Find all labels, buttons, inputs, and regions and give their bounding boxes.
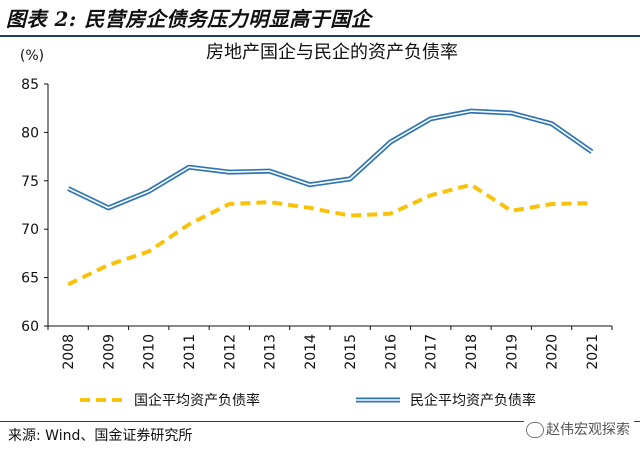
chart-title: 房地产国企与民企的资产负债率 [206, 42, 458, 63]
y-tick-label: 85 [21, 77, 39, 93]
series-line-private [67, 108, 594, 211]
x-axis-ticks: 2008 2009 2010 2011 2012 2013 2014 2015 2016 2017… [47, 326, 613, 370]
series-line-soe [67, 182, 592, 287]
x-tick-label: 2008 [61, 334, 77, 370]
x-tick-label: 2011 [182, 334, 198, 370]
footer-rule [0, 421, 640, 422]
x-tick-label: 2020 [545, 334, 561, 370]
y-tick-label: 75 [21, 174, 39, 190]
x-tick-label: 2012 [222, 334, 238, 370]
x-tick-label: 2021 [585, 334, 601, 370]
legend-label-private: 民企平均资产负债率 [410, 392, 536, 409]
y-axis-unit-label: (%) [20, 48, 44, 64]
y-tick-label: 80 [21, 125, 39, 141]
series-line-private-inner [67, 110, 593, 209]
line-chart: 房地产国企与民企的资产负债率 (%) 60 65 70 75 80 85 2008 2009… [20, 42, 613, 409]
legend-label-soe: 国企平均资产负债率 [134, 392, 260, 409]
legend: 国企平均资产负债率 民企平均资产负债率 [80, 392, 536, 409]
x-tick-label: 2009 [101, 334, 117, 370]
x-tick-label: 2010 [142, 334, 158, 370]
x-tick-label: 2017 [424, 334, 440, 370]
x-tick-label: 2014 [303, 334, 319, 370]
x-tick-label: 2016 [383, 334, 399, 370]
wechat-icon [526, 422, 544, 438]
x-tick-label: 2019 [504, 334, 520, 370]
y-axis-ticks: 60 65 70 75 80 85 [21, 77, 48, 335]
y-tick-label: 70 [21, 222, 39, 238]
x-tick-label: 2015 [343, 334, 359, 370]
x-tick-label: 2013 [263, 334, 279, 370]
y-tick-label: 60 [21, 319, 39, 335]
watermark: 赵伟宏观探索 [524, 418, 634, 440]
y-tick-label: 65 [21, 271, 39, 287]
source-note: 来源: Wind、国金证券研究所 [8, 428, 193, 444]
figure-caption: 图表 2: 民营房企债务压力明显高于国企 [6, 7, 372, 31]
watermark-label: 赵伟宏观探索 [546, 422, 630, 438]
series-layer [67, 108, 594, 287]
x-tick-label: 2018 [464, 334, 480, 370]
caption-rule [0, 35, 640, 37]
